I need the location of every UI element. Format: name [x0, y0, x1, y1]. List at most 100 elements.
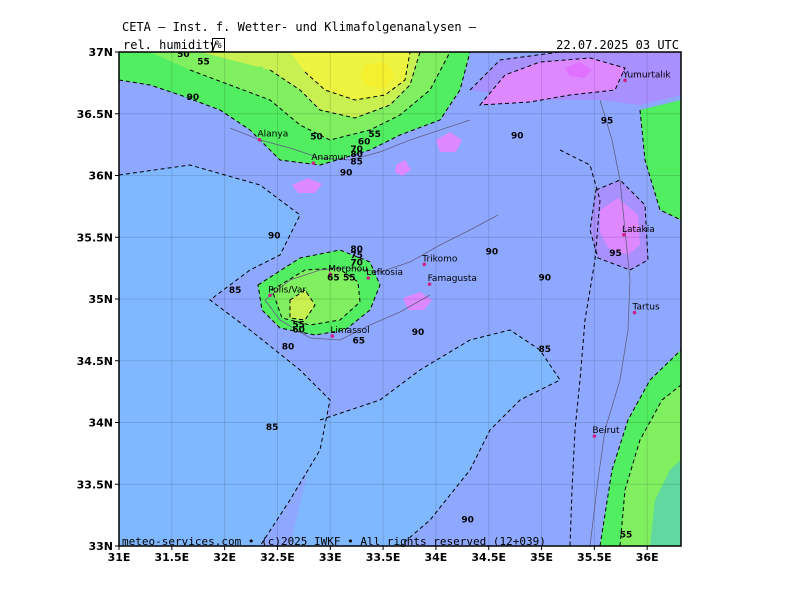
contour-label: 50 [310, 133, 323, 143]
city-label: Limassol [330, 326, 369, 336]
lat-label: 33N [88, 540, 113, 553]
coastline-3 [589, 99, 631, 546]
lat-label: 33.5N [77, 478, 113, 491]
isoline-15 [559, 149, 601, 546]
isoline-4 [269, 52, 421, 119]
region-magenta-dot2 [436, 132, 462, 152]
region-lightblue-south [290, 330, 560, 546]
lon-label: 31.5E [154, 551, 189, 564]
parameter-label: rel. humidity [123, 38, 217, 52]
city-label: Trikomo [421, 254, 458, 264]
city-marker [592, 434, 597, 438]
lat-label: 36.5N [77, 108, 113, 121]
region-yellow-spot [360, 62, 395, 88]
contour-label: 85 [350, 157, 363, 167]
lon-label: 31E [108, 551, 131, 564]
humidity-field: Yumurtalık Latakia Tartus Beirut Trikomo Morp… [119, 50, 681, 546]
contour-label: 85 [266, 423, 279, 433]
lon-label: 32.5E [260, 551, 295, 564]
lon-label: 35E [530, 551, 553, 564]
contour-label: 80 [350, 150, 363, 160]
contour-label: 90 [511, 131, 524, 141]
city-label: Alanya [258, 130, 289, 140]
contour-label: 80 [282, 343, 295, 353]
map-title: CETA — Inst. f. Wetter- und Klimafolgena… [122, 20, 477, 34]
city-label: Morphou [328, 264, 368, 274]
region-magenta-dot1 [292, 178, 322, 193]
region-green-ne [640, 100, 681, 220]
lon-label: 35.5E [577, 551, 612, 564]
city-marker [427, 282, 432, 286]
isoline-8 [289, 289, 316, 321]
lon-label: 33.5E [366, 551, 401, 564]
contour-label: 90 [340, 169, 353, 179]
region-magenta-latakia [600, 198, 640, 255]
city-marker [366, 276, 371, 280]
city-marker [632, 310, 637, 315]
copyright-footer: meteo-services.com • (c)2025 IWKF • All … [122, 535, 546, 548]
city-marker [257, 137, 262, 142]
lat-label: 34.5N [77, 355, 113, 368]
region-magenta-dot3 [395, 160, 411, 176]
isoline-2 [119, 52, 471, 166]
isoline-5 [304, 52, 411, 101]
isoline-11 [589, 179, 649, 271]
city-label: Beirut [592, 426, 620, 436]
isoline-14 [639, 109, 681, 221]
region-yellowgreen-cyprus [290, 290, 315, 320]
lon-label: 34.5E [471, 551, 506, 564]
contour-label: 80 [350, 245, 363, 255]
longitude-axis: 31E 31.5E 32E 32.5E 33E 33.5E 34E 34.5E 35E 35.5E… [108, 546, 659, 564]
region-green-blob [238, 66, 268, 90]
lat-label: 35.5N [77, 231, 113, 244]
city-marker [422, 262, 427, 267]
city-label: Famagusta [428, 274, 477, 284]
contour-label: 95 [609, 249, 622, 259]
isoline-0 [119, 164, 331, 546]
contour-label: 90 [486, 248, 499, 258]
isoline-13 [478, 57, 626, 106]
isoline-10 [619, 384, 681, 546]
latitude-axis: 37N 36.5N 36N 35.5N 35N 34.5N 34N 33.5N 33N [77, 46, 119, 553]
isoline-12 [469, 52, 561, 91]
contour-label: 90 [187, 93, 200, 103]
lat-label: 34N [88, 417, 113, 430]
lat-label: 36N [88, 170, 113, 183]
city-label: Yumurtalık [622, 70, 671, 80]
region-magenta-spot [565, 62, 592, 78]
contour-label: 90 [268, 231, 281, 241]
city-marker [268, 293, 272, 298]
city-label: Latakia [622, 225, 655, 235]
lat-label: 37N [88, 46, 113, 59]
contour-label: 90 [461, 516, 474, 526]
lon-label: 32E [213, 551, 236, 564]
contour-label: 65 [353, 336, 366, 346]
lon-label: 34E [425, 551, 448, 564]
city-label: Lefkosia [366, 268, 403, 278]
city-marker [328, 272, 333, 277]
lon-label: 33E [319, 551, 342, 564]
coastline-0 [229, 119, 471, 161]
city-label: Tartus [632, 303, 660, 313]
contour-label: 55 [368, 130, 381, 140]
contour-label: 55 [292, 320, 305, 330]
isoline-3 [189, 52, 451, 141]
isoline-7 [271, 267, 361, 326]
contour-label: 55 [197, 57, 210, 67]
region-lightblue-west [119, 165, 330, 546]
region-teal-east [650, 460, 681, 546]
contour-label: 60 [292, 325, 305, 335]
header-bar: rel. humidity % 22.07.2025 03 UTC [119, 38, 681, 52]
isoline-1 [319, 329, 561, 546]
isoline-9 [599, 349, 681, 546]
contour-label: 75 [350, 251, 363, 261]
city-label: Anamur [311, 153, 347, 163]
contour-label: 55 [343, 273, 356, 283]
coastline-1 [264, 214, 499, 301]
city-label: Polis/Var. [268, 285, 308, 295]
coastline-2 [264, 294, 431, 341]
contour-label: 60 [358, 138, 371, 148]
contour-label: 50 [177, 50, 190, 60]
lon-label: 36E [636, 551, 659, 564]
